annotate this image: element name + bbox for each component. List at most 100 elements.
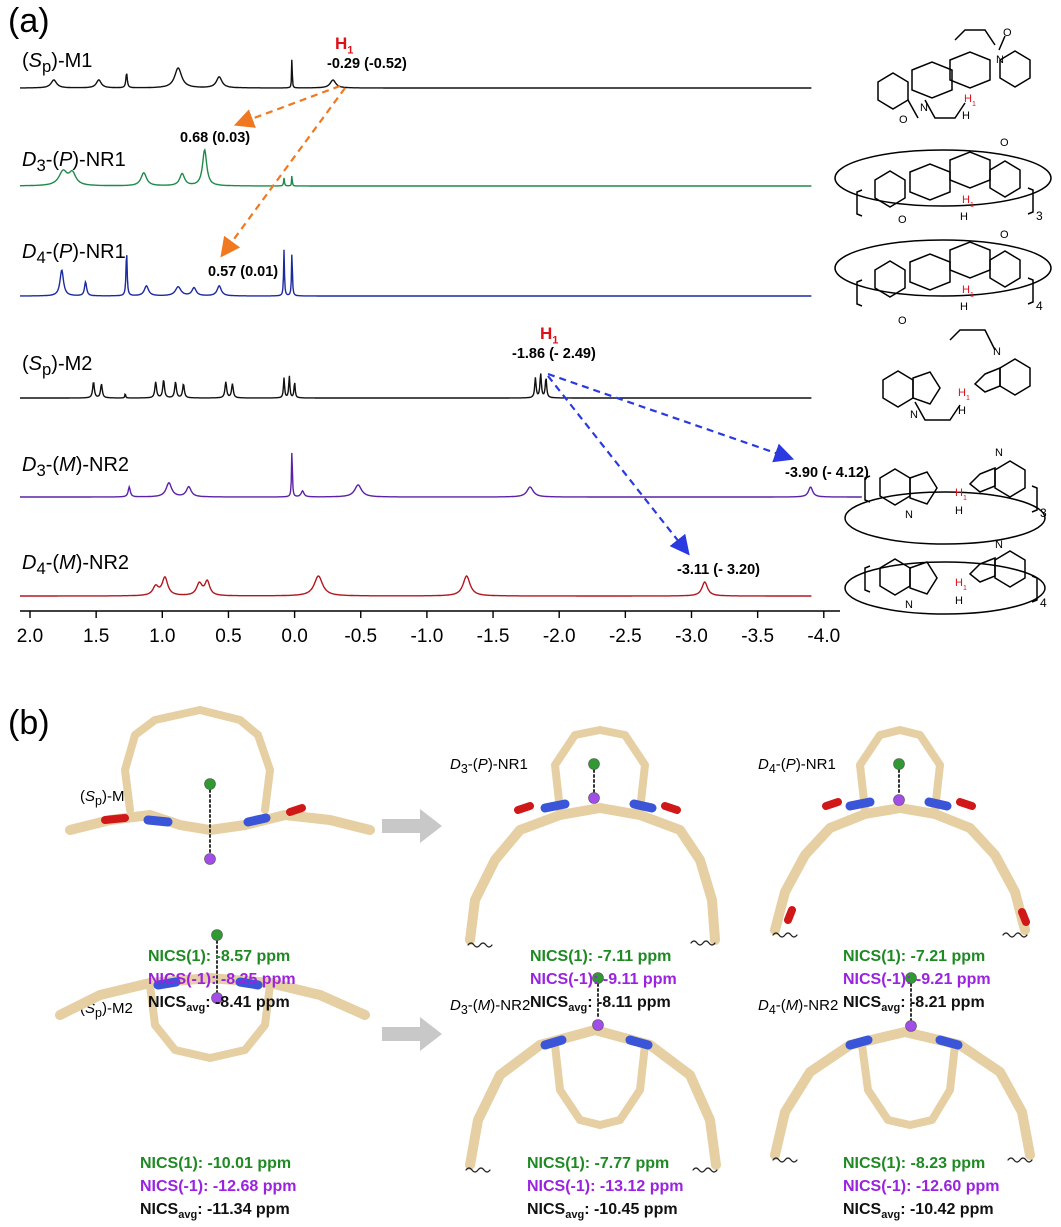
svg-text:O: O: [898, 214, 907, 226]
axis-tick-label: 0.0: [281, 626, 307, 647]
svg-text:H: H: [955, 487, 963, 499]
svg-text:N: N: [995, 447, 1003, 459]
model-d4nr1-nitrogen-right: [924, 797, 952, 811]
truncation-mark-4: [465, 1167, 491, 1173]
model-d4nr1-probe-purple: [893, 794, 905, 806]
spectrum-label-m1: (Sp)-M1: [22, 50, 93, 76]
svg-text:H: H: [960, 301, 968, 313]
molecule-label-d4-nr2: D4-(M)-NR2: [758, 997, 839, 1017]
svg-text:3: 3: [1040, 506, 1047, 520]
model-d4nr1-probe-green: [893, 758, 905, 770]
spectrum-trace-0: [20, 59, 812, 89]
model-d4nr1-bridges: [856, 726, 944, 814]
model-m1-probe-green: [204, 778, 216, 790]
svg-text:O: O: [1003, 27, 1012, 39]
svg-text:O: O: [899, 114, 908, 126]
model-d3nr2-arc: [465, 1025, 721, 1170]
model-d3nr2-bridges: [551, 1041, 649, 1129]
peak-value-d4-nr2: -3.11 (- 3.20): [677, 562, 761, 578]
truncation-mark-6: [772, 1157, 798, 1163]
svg-text:O: O: [1000, 229, 1009, 241]
axis-tick-label: -3.0: [675, 626, 708, 647]
nics-block-d3-nr1: NICS(1): -7.11 ppm NICS(-1): -9.11 ppm N…: [530, 948, 677, 1015]
molecule-label-d4-nr1: D4-(P)-NR1: [758, 756, 836, 776]
model-m1-bridges: [121, 706, 274, 814]
spectrum-trace-2: [20, 249, 812, 297]
h1-label-m2: H1: [540, 324, 559, 347]
molecule-label-d3-nr1: D3-(P)-NR1: [450, 756, 528, 776]
blue-arrows: [547, 372, 795, 556]
model-m2-probe-purple: [211, 992, 223, 1004]
peak-value-d3-nr1: 0.68 (0.03): [180, 130, 251, 146]
transform-arrow-bottom: [382, 1017, 442, 1051]
model-m1-nitrogen-right: [243, 813, 271, 827]
axis-tick-label: 0.5: [215, 626, 241, 647]
model-d3nr2-nitrogen-left: [540, 1035, 567, 1050]
peak-value-d4-nr1: 0.57 (0.01): [208, 264, 279, 280]
model-d4nr1-nitrogen-left: [845, 797, 875, 811]
axis-tick-label: 1.0: [149, 626, 175, 647]
model-d4nr2-bridges: [858, 1041, 959, 1129]
spectrum-label-m2: (Sp)-M2: [22, 353, 93, 379]
model-d4nr2-arc: [770, 1027, 1035, 1160]
model-d3nr2-probe-purple: [592, 1019, 604, 1031]
svg-text:H: H: [955, 595, 963, 607]
svg-text:1: 1: [966, 395, 970, 402]
model-d3nr1-nitrogen-right: [629, 799, 657, 813]
svg-text:H: H: [955, 505, 963, 517]
model-d3nr1-nitrogen-left: [540, 799, 570, 813]
model-d4nr2-probe-green: [905, 972, 917, 984]
truncation-mark-7: [1007, 1157, 1033, 1163]
model-m2-probe-green: [211, 929, 223, 941]
model-d4nr1-arc: [770, 803, 1030, 935]
svg-text:H: H: [964, 93, 972, 105]
svg-text:N: N: [995, 539, 1003, 551]
axis-tick-label: 1.5: [83, 626, 109, 647]
svg-text:1: 1: [963, 585, 967, 592]
model-d4nr1-oxygen: [784, 798, 1030, 926]
svg-text:H: H: [960, 211, 968, 223]
svg-text:1: 1: [972, 101, 976, 108]
axis-tick-label: -1.5: [477, 626, 510, 647]
truncation-mark-0: [467, 942, 493, 948]
svg-text:O: O: [1000, 137, 1009, 149]
orange-arrows: [220, 84, 346, 258]
truncation-mark-1: [690, 940, 716, 946]
svg-text:H: H: [958, 387, 966, 399]
axis-tick-label: -3.5: [741, 626, 774, 647]
svg-text:1: 1: [970, 202, 974, 209]
model-m2-nitrogen-right: [235, 977, 263, 990]
svg-text:4: 4: [1040, 596, 1047, 610]
truncation-mark-2: [772, 932, 798, 938]
svg-text:O: O: [898, 315, 907, 327]
truncation-mark-3: [1002, 932, 1028, 938]
spectrum-trace-3: [20, 373, 812, 399]
axis-tick-label: -0.5: [344, 626, 377, 647]
nics-block-m1: NICS(1): -8.57 ppm NICS(-1): -8.25 ppm N…: [148, 948, 296, 1015]
transform-arrow-top: [382, 809, 442, 843]
nics-3d-models: [55, 706, 1035, 1173]
model-m2-arc: [55, 973, 370, 1020]
svg-text:H: H: [962, 284, 970, 296]
model-d3nr1-probe-green: [588, 758, 600, 770]
model-d4nr2-nitrogen-right: [935, 1035, 963, 1050]
nmr-spectra-figure: 2.0 1.5 1.0 0.5 0.0 -0.5 -1.0 -1.5 -2.0 -2.5 -3.0 -…: [17, 27, 1052, 647]
svg-text:4: 4: [1036, 299, 1043, 313]
model-d4nr2-nitrogen-left: [845, 1035, 873, 1050]
model-m1-probe-purple: [204, 853, 216, 865]
spectrum-traces: [20, 59, 862, 597]
svg-text:H: H: [962, 194, 970, 206]
model-d3nr1-oxygen: [514, 802, 681, 814]
spectrum-trace-5: [20, 575, 812, 597]
model-d3nr2-probe-green: [592, 972, 604, 984]
model-d4nr2-probe-purple: [905, 1020, 917, 1032]
axis-tick-label: 2.0: [17, 626, 43, 647]
svg-text:H: H: [962, 110, 970, 122]
model-m1-oxygen-left: [101, 814, 129, 824]
panel-a-label: (a): [8, 2, 50, 40]
svg-text:H: H: [955, 577, 963, 589]
